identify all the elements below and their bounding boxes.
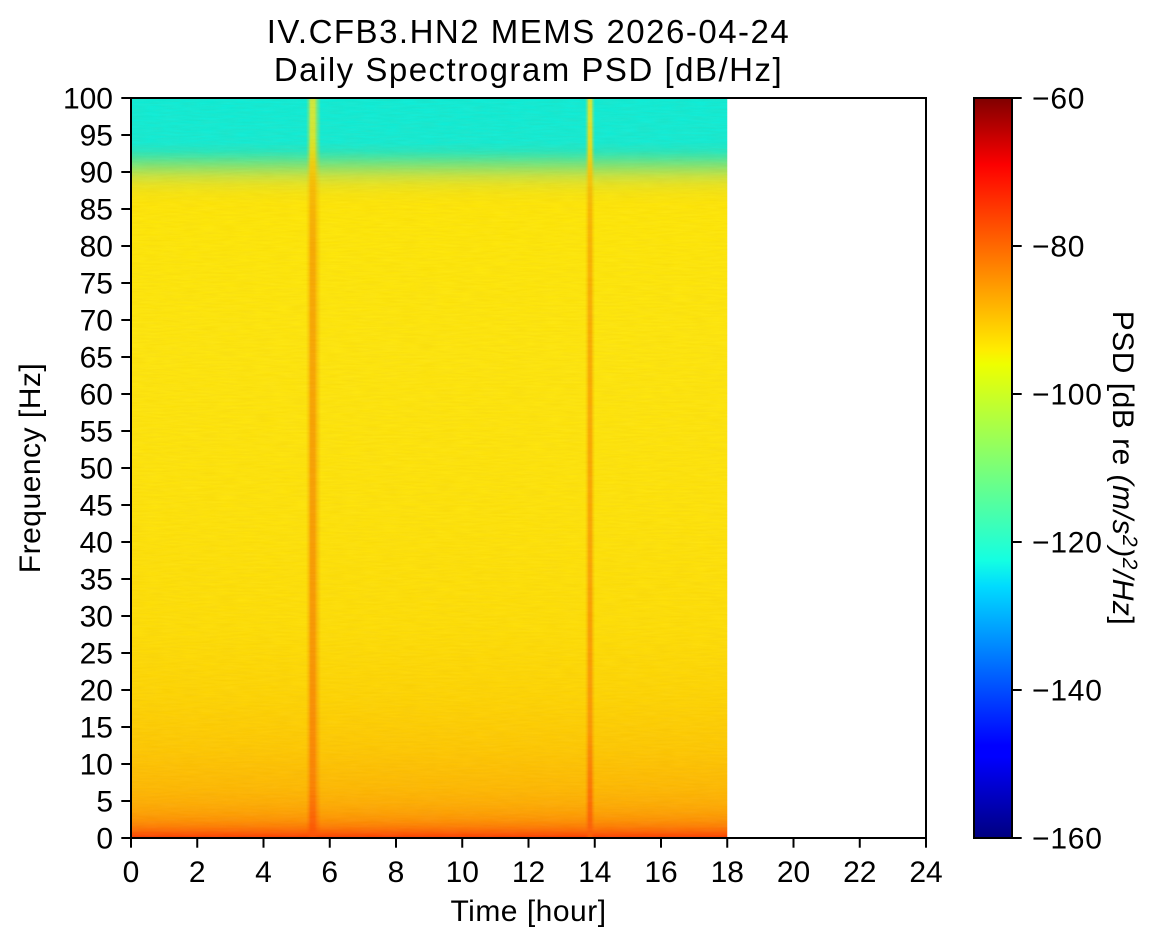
svg-text:6: 6	[321, 856, 338, 889]
svg-text:40: 40	[80, 527, 113, 560]
svg-text:−120: −120	[1032, 527, 1103, 560]
svg-text:8: 8	[388, 856, 405, 889]
svg-text:5: 5	[96, 786, 113, 819]
svg-text:20: 20	[80, 675, 113, 708]
svg-text:0: 0	[96, 823, 113, 856]
svg-text:PSD [dB re (m/s2)2/Hz]: PSD [dB re (m/s2)2/Hz]	[1106, 311, 1141, 625]
svg-text:25: 25	[80, 638, 113, 671]
svg-text:22: 22	[843, 856, 876, 889]
svg-text:14: 14	[578, 856, 611, 889]
svg-text:Time [hour]: Time [hour]	[450, 895, 606, 928]
svg-text:Frequency [Hz]: Frequency [Hz]	[14, 363, 47, 573]
svg-text:−160: −160	[1032, 823, 1103, 856]
svg-text:75: 75	[80, 268, 113, 301]
svg-text:24: 24	[909, 856, 942, 889]
svg-text:−140: −140	[1032, 675, 1103, 708]
svg-text:2: 2	[189, 856, 206, 889]
svg-text:45: 45	[80, 490, 113, 523]
svg-text:15: 15	[80, 712, 113, 745]
svg-text:80: 80	[80, 231, 113, 264]
svg-text:10: 10	[80, 749, 113, 782]
svg-text:70: 70	[80, 305, 113, 338]
svg-text:18: 18	[711, 856, 744, 889]
svg-text:90: 90	[80, 157, 113, 190]
svg-text:55: 55	[80, 416, 113, 449]
svg-text:95: 95	[80, 120, 113, 153]
svg-text:−60: −60	[1032, 83, 1085, 116]
svg-text:35: 35	[80, 564, 113, 597]
svg-text:60: 60	[80, 379, 113, 412]
svg-text:20: 20	[777, 856, 810, 889]
svg-text:−80: −80	[1032, 231, 1085, 264]
svg-text:100: 100	[63, 83, 113, 116]
svg-text:−100: −100	[1032, 379, 1103, 412]
svg-text:Daily Spectrogram PSD [dB/Hz]: Daily Spectrogram PSD [dB/Hz]	[274, 51, 783, 88]
svg-text:IV.CFB3.HN2 MEMS 2026-04-24: IV.CFB3.HN2 MEMS 2026-04-24	[267, 13, 791, 50]
svg-text:85: 85	[80, 194, 113, 227]
svg-text:16: 16	[644, 856, 677, 889]
svg-text:10: 10	[446, 856, 479, 889]
svg-text:0: 0	[123, 856, 140, 889]
svg-text:12: 12	[512, 856, 545, 889]
svg-text:30: 30	[80, 601, 113, 634]
svg-text:4: 4	[255, 856, 272, 889]
svg-text:65: 65	[80, 342, 113, 375]
svg-text:50: 50	[80, 453, 113, 486]
